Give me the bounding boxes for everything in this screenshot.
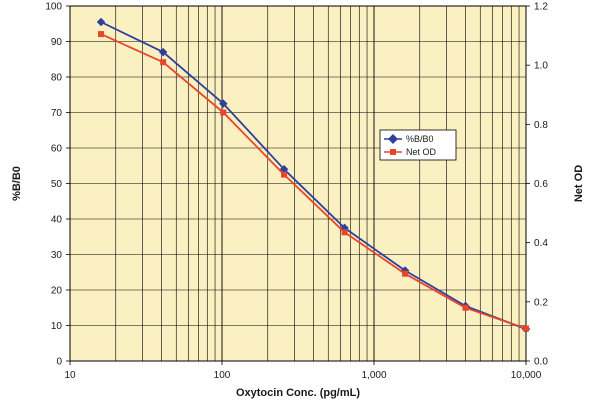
y-left-tick-label: 20 <box>51 286 63 297</box>
y-right-tick-label: 0.4 <box>534 238 548 249</box>
x-tick-label: 10 <box>64 370 76 381</box>
x-axis-title: Oxytocin Conc. (pg/mL) <box>236 387 360 399</box>
legend-marker-net-od <box>390 149 396 155</box>
legend-marker-b-b0 <box>388 134 398 144</box>
y-left-tick-label: 90 <box>51 37 63 48</box>
data-point-net-od <box>462 304 469 311</box>
y-left-tick-label: 30 <box>51 250 63 261</box>
y-right-tick-label: 1.2 <box>534 2 548 13</box>
legend-label-net-od: Net OD <box>406 147 437 157</box>
data-point-net-od <box>98 31 105 38</box>
y-left-tick-label: 40 <box>51 215 63 226</box>
y-left-tick-label: 70 <box>51 108 63 119</box>
y-left-tick-label: 50 <box>51 179 63 190</box>
ticks: 01020304050607080901000.00.20.40.60.81.0… <box>45 2 548 382</box>
data-point-net-od <box>341 229 348 236</box>
y-axis-right-title: Net OD <box>573 165 585 202</box>
data-point-net-od <box>402 270 409 277</box>
x-tick-label: 1,000 <box>361 370 386 381</box>
data-point-net-od <box>160 59 167 66</box>
series-layer <box>96 17 531 334</box>
y-right-tick-label: 0.2 <box>534 297 548 308</box>
y-axis-left-title: %B/B0 <box>11 166 23 201</box>
data-point-b-b0 <box>219 99 228 108</box>
data-point-b-b0 <box>158 47 168 57</box>
y-left-tick-label: 100 <box>45 2 62 13</box>
data-point-net-od <box>523 325 529 332</box>
data-point-net-od <box>220 109 227 116</box>
series-line-net-od <box>100 33 527 330</box>
y-right-tick-label: 0.0 <box>534 357 548 368</box>
y-left-tick-label: 80 <box>51 73 63 84</box>
y-left-tick-label: 0 <box>56 357 62 368</box>
x-tick-label: 100 <box>214 370 231 381</box>
y-left-tick-label: 60 <box>51 144 63 155</box>
legend-label-b-b0: %B/B0 <box>406 134 434 144</box>
y-right-tick-label: 0.8 <box>534 120 548 131</box>
series-line-b-b0 <box>100 21 527 330</box>
y-left-tick-label: 10 <box>51 321 63 332</box>
x-tick-label: 10,000 <box>511 370 542 381</box>
y-right-tick-label: 0.6 <box>534 179 548 190</box>
y-right-tick-label: 1.0 <box>534 61 548 72</box>
legend: %B/B0 Net OD <box>379 129 457 161</box>
data-point-net-od <box>281 171 288 178</box>
